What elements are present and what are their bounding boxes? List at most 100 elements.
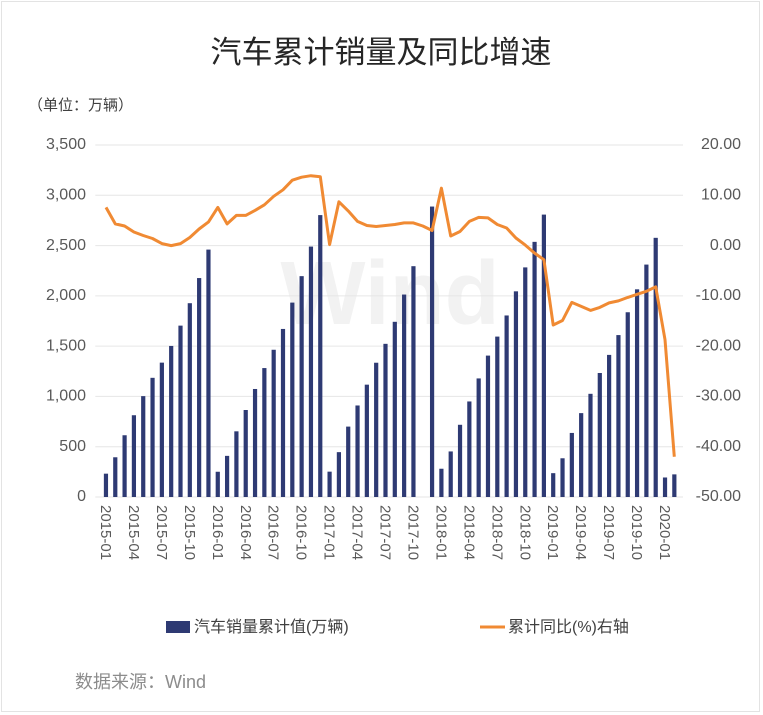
y2-tick-label: -10.00 [696,287,741,304]
legend-label: 累计同比(%)右轴 [508,618,629,636]
bar [364,384,369,497]
bar [457,424,463,497]
bar [318,215,323,498]
y2-tick-label: 10.00 [701,187,741,204]
x-tick-label: 2016-10 [293,505,310,560]
bar [579,413,584,497]
bar [346,426,351,497]
x-tick-label: 2019-01 [544,505,561,560]
x-tick-label: 2018-01 [432,505,449,560]
bar [429,206,435,497]
x-tick-label: 2020-01 [656,505,673,560]
bar [411,266,416,497]
y2-tick-label: -20.00 [696,337,741,354]
bar [159,362,164,497]
x-tick-label: 2015-07 [153,505,170,560]
y-tick-label: 1,000 [46,388,86,405]
bar [374,362,379,497]
bar [448,451,453,497]
bar [402,294,407,497]
bar [271,349,276,497]
bar [327,471,332,497]
bar [206,249,211,497]
bar [383,343,388,497]
bar [113,457,118,497]
y2-tick-label: 20.00 [701,136,741,153]
bar [439,468,444,497]
line [104,174,676,457]
x-tick-label: 2017-01 [321,505,338,560]
bar [513,291,519,497]
legend-label: 汽车销量累计值(万辆) [194,618,349,636]
y-tick-label: 2,000 [46,287,86,304]
bar [625,312,630,497]
bar [355,405,360,497]
bar [476,378,481,497]
unit-label: （单位：万辆） [28,97,133,114]
x-tick-label: 2016-07 [265,505,282,560]
bar [252,388,258,497]
x-tick-label: 2015-04 [125,505,142,560]
x-tick-label: 2017-10 [404,505,421,560]
bar [280,328,286,497]
x-tick-label: 2016-01 [209,505,226,560]
bar [243,410,248,497]
legend-swatch [166,621,190,633]
bar [644,264,649,497]
bar [597,372,602,497]
bar [224,455,230,497]
bar [532,241,537,497]
bar [122,435,127,497]
bar [178,325,183,497]
bar [103,473,109,497]
bar [308,246,314,497]
x-tick-label: 2019-04 [572,505,589,560]
watermark: Wind [280,244,499,344]
bar [336,452,342,497]
y2-tick-label: -50.00 [696,488,741,505]
source-note: 数据来源：Wind [75,672,206,692]
bar [169,345,174,497]
chart-title: 汽车累计销量及同比增速 [211,35,552,70]
bar [588,393,593,497]
y-tick-label: 1,500 [46,337,86,354]
y-tick-label: 2,500 [46,237,86,254]
y2-tick-label: 0.00 [710,237,741,254]
x-tick-label: 2015-10 [181,505,198,560]
bar [392,321,397,497]
bar [495,336,500,497]
y-tick-label: 500 [59,438,86,455]
bar [197,278,202,497]
bar [504,315,509,497]
x-tick-label: 2018-04 [460,505,477,560]
bar [299,276,304,497]
x-tick-label: 2018-10 [516,505,533,560]
bar [141,396,146,497]
x-tick-label: 2015-01 [97,505,114,560]
bar [551,473,556,497]
bar [467,401,472,497]
x-tick-label: 2018-07 [488,505,505,560]
bar [653,237,658,497]
bar [187,303,192,497]
y-tick-label: 0 [77,488,86,505]
y-tick-label: 3,000 [46,187,86,204]
bar [662,477,668,497]
x-tick-label: 2019-10 [628,505,645,560]
x-tick-label: 2017-07 [377,505,394,560]
y2-tick-label: -40.00 [696,438,741,455]
bar [150,377,155,497]
bar [560,458,565,497]
bar [485,355,491,497]
bar [262,368,267,497]
bar [523,267,528,497]
x-tick-label: 2016-04 [237,505,254,560]
bar [131,415,137,497]
x-tick-label: 2019-07 [600,505,617,560]
bar [634,289,640,497]
bar [215,471,220,497]
x-tick-label: 2017-04 [349,505,366,560]
bar [290,302,295,497]
